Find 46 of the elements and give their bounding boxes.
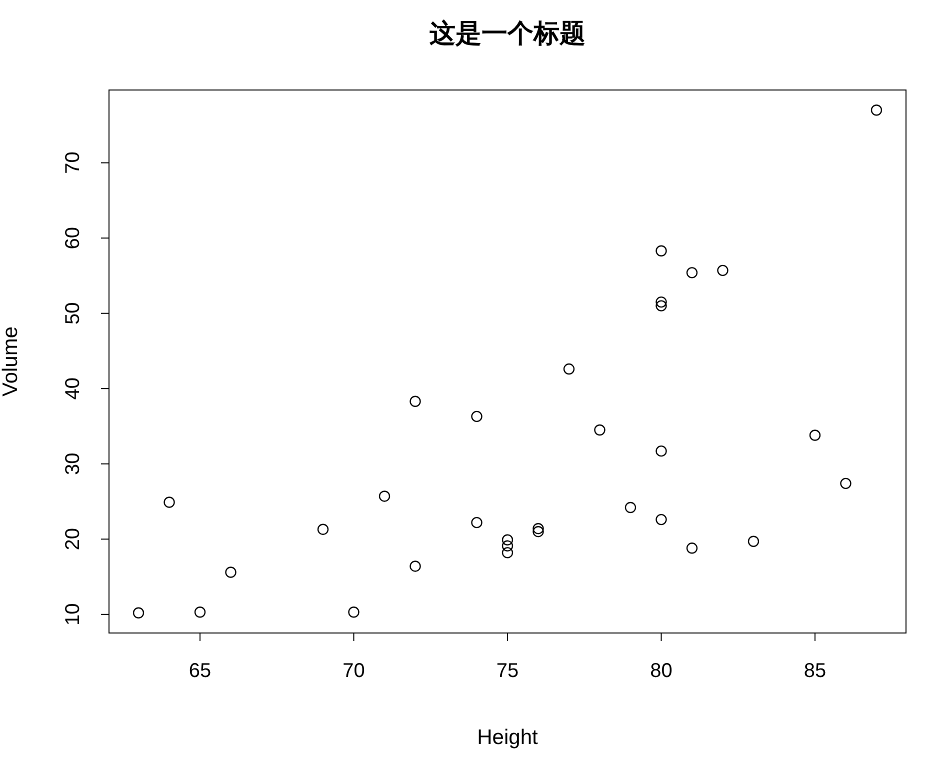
point bbox=[594, 424, 606, 436]
point bbox=[502, 540, 514, 552]
y-tick-label: 30 bbox=[62, 452, 84, 475]
y-axis-title: Volume bbox=[0, 326, 22, 397]
point bbox=[378, 490, 390, 502]
x-tick-label: 85 bbox=[804, 660, 826, 682]
point bbox=[410, 396, 421, 407]
point bbox=[532, 522, 544, 534]
point bbox=[225, 566, 236, 578]
point bbox=[840, 478, 852, 490]
point bbox=[624, 502, 636, 514]
chart-title: 这是一个标题 bbox=[430, 19, 586, 48]
point bbox=[532, 526, 544, 538]
x-tick-label: 80 bbox=[650, 660, 672, 682]
point bbox=[656, 296, 667, 308]
x-tick-label: 65 bbox=[188, 660, 212, 682]
y-tick-label: 10 bbox=[62, 603, 84, 626]
y-tick-label: 50 bbox=[62, 302, 84, 324]
x-tick-label: 70 bbox=[342, 660, 365, 682]
point bbox=[410, 560, 421, 572]
point bbox=[471, 516, 482, 528]
point bbox=[748, 536, 760, 547]
x-axis-title: Height bbox=[477, 726, 538, 749]
point bbox=[164, 496, 175, 508]
point bbox=[656, 245, 667, 256]
point bbox=[686, 267, 698, 278]
point bbox=[563, 363, 575, 375]
point bbox=[686, 542, 698, 554]
point bbox=[809, 430, 821, 441]
point bbox=[717, 264, 728, 276]
point bbox=[132, 607, 144, 618]
point bbox=[656, 514, 667, 526]
y-tick-label: 70 bbox=[62, 152, 84, 174]
point bbox=[656, 445, 667, 457]
point bbox=[348, 606, 360, 618]
point bbox=[502, 547, 514, 558]
point bbox=[194, 606, 206, 618]
point bbox=[656, 300, 667, 312]
x-tick-label: 75 bbox=[496, 660, 519, 682]
point bbox=[502, 534, 514, 546]
y-tick-label: 20 bbox=[62, 528, 84, 550]
y-tick-label: 40 bbox=[62, 377, 84, 400]
point bbox=[471, 410, 482, 422]
point bbox=[317, 524, 329, 535]
y-tick-label: 60 bbox=[62, 226, 84, 250]
point bbox=[870, 104, 882, 116]
